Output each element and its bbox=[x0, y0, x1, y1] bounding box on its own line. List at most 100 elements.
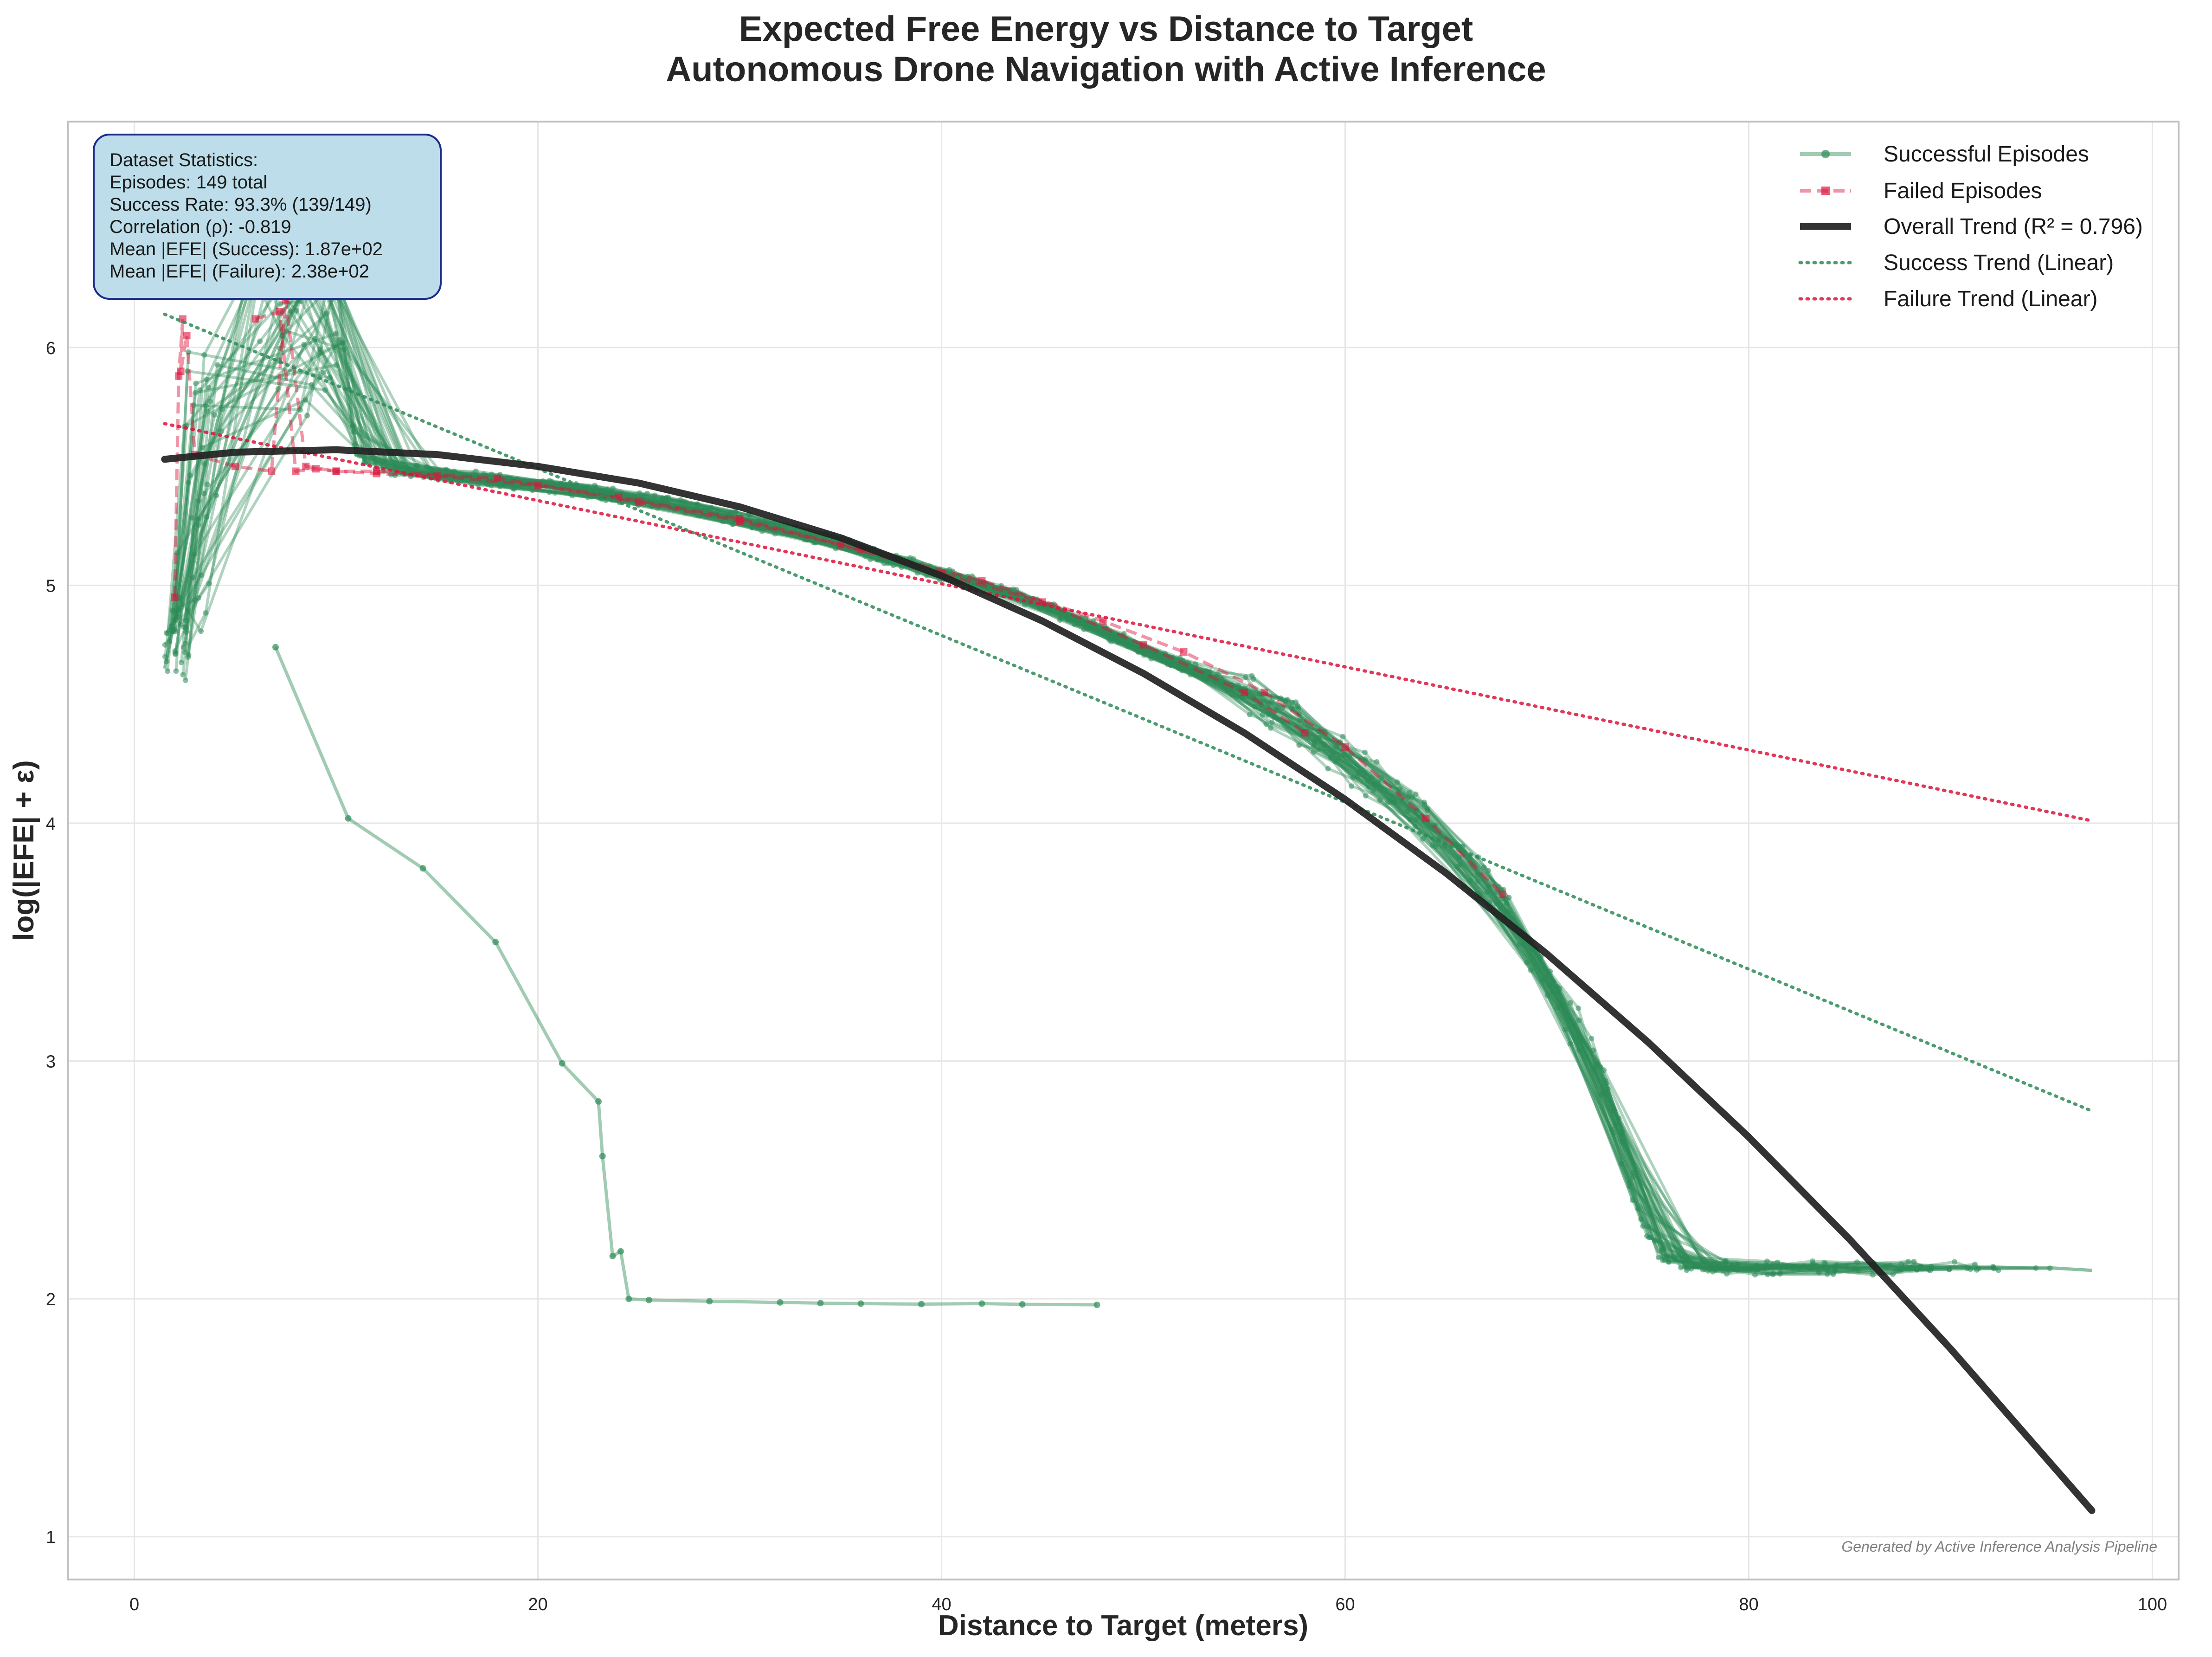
successful-episode-point bbox=[1528, 967, 1534, 973]
successful-episode-point bbox=[761, 518, 767, 524]
successful-episode-point bbox=[1108, 638, 1114, 645]
successful-episode-point bbox=[1278, 695, 1284, 701]
successful-episode-point bbox=[207, 399, 213, 404]
successful-episode-point bbox=[1311, 749, 1317, 755]
successful-episode-point bbox=[1269, 719, 1275, 725]
successful-episode-point bbox=[655, 505, 660, 511]
successful-episode-point bbox=[1656, 1255, 1662, 1261]
legend-marker-failed bbox=[1821, 187, 1830, 195]
success-trend-line bbox=[163, 312, 2094, 1113]
successful-episode-point bbox=[1252, 703, 1258, 709]
successful-episode-point bbox=[485, 482, 491, 487]
successful-episode-point bbox=[1346, 753, 1352, 759]
successful-episode-line bbox=[182, 287, 1914, 1276]
successful-episode-point bbox=[1824, 1271, 1830, 1277]
successful-episode-point bbox=[1952, 1259, 1957, 1265]
successful-episode-point bbox=[588, 494, 594, 500]
successful-episode-point bbox=[204, 376, 210, 382]
successful-episode-point bbox=[875, 556, 881, 562]
successful-outlier-point bbox=[419, 865, 426, 872]
failed-episode-point bbox=[1099, 617, 1107, 625]
successful-episode-point bbox=[1575, 1005, 1582, 1011]
successful-outlier-point bbox=[625, 1296, 632, 1302]
successful-episode-point bbox=[1392, 798, 1398, 804]
successful-episode-point bbox=[1377, 797, 1383, 803]
successful-episode-point bbox=[1775, 1259, 1781, 1265]
successful-episode-point bbox=[1770, 1262, 1775, 1268]
successful-episode-point bbox=[1239, 695, 1245, 701]
successful-episode-point bbox=[458, 478, 464, 484]
successful-episode-point bbox=[1611, 1130, 1617, 1136]
legend-label-failed: Failed Episodes bbox=[1884, 179, 2042, 203]
failed-episode-point bbox=[1422, 814, 1430, 822]
successful-episode-point bbox=[1185, 660, 1191, 666]
successful-episode-point bbox=[436, 467, 442, 473]
successful-outlier-point bbox=[345, 815, 352, 822]
successful-episode-point bbox=[1090, 618, 1096, 624]
successful-episode-point bbox=[1394, 779, 1400, 785]
successful-episode-point bbox=[1683, 1257, 1689, 1263]
successful-episode-point bbox=[1179, 668, 1185, 674]
stats-line-mean-success: Mean |EFE| (Success): 1.87e+02 bbox=[109, 239, 383, 259]
successful-episode-point bbox=[862, 553, 868, 559]
successful-episode-point bbox=[1269, 697, 1275, 703]
successful-episode-point bbox=[649, 503, 655, 509]
successful-episode-point bbox=[1058, 615, 1064, 621]
successful-episode-point bbox=[1362, 756, 1368, 762]
successful-episode-point bbox=[1616, 1115, 1622, 1122]
successful-episode-point bbox=[1764, 1271, 1770, 1277]
legend-marker-successful bbox=[1821, 150, 1830, 158]
successful-episode-point bbox=[704, 513, 710, 519]
successful-episode-point bbox=[1335, 740, 1341, 746]
successful-episode-point bbox=[1890, 1271, 1896, 1277]
successful-episode-point bbox=[1619, 1161, 1625, 1167]
successful-episode-point bbox=[1268, 725, 1273, 731]
axis-ticks: 0 20 40 60 80 100 1 2 3 4 5 6 bbox=[46, 339, 2167, 1614]
successful-episode-point bbox=[1764, 1258, 1770, 1264]
successful-outlier-point bbox=[599, 1153, 606, 1160]
successful-episode-point bbox=[187, 472, 193, 478]
successful-episode-point bbox=[201, 352, 207, 358]
x-tick-label: 60 bbox=[1335, 1595, 1355, 1614]
successful-episode-point bbox=[1810, 1258, 1816, 1264]
successful-episode-point bbox=[1229, 692, 1235, 698]
successful-episode-point bbox=[1504, 901, 1510, 907]
successful-episode-point bbox=[1659, 1257, 1665, 1263]
successful-episode-point bbox=[1550, 979, 1556, 985]
x-tick-label: 0 bbox=[129, 1595, 139, 1614]
successful-episode-point bbox=[195, 516, 201, 522]
successful-episode-point bbox=[1280, 705, 1286, 711]
successful-episode-point bbox=[1260, 712, 1266, 718]
successful-episode-point bbox=[1577, 1037, 1583, 1043]
successful-episode-point bbox=[322, 387, 328, 393]
plot-frame bbox=[67, 121, 2180, 1580]
successful-episode-point bbox=[324, 310, 329, 316]
successful-episode-point bbox=[581, 492, 587, 498]
failed-episode-point bbox=[837, 541, 844, 549]
successful-episode-point bbox=[181, 624, 187, 630]
successful-episode-point bbox=[204, 408, 210, 414]
successful-episode-point bbox=[772, 531, 778, 537]
successful-outlier-point bbox=[492, 939, 499, 946]
successful-episode-point bbox=[1349, 783, 1355, 789]
successful-episode-point bbox=[965, 574, 971, 580]
successful-episode-point bbox=[1328, 755, 1334, 761]
successful-episode-point bbox=[214, 362, 220, 368]
successful-episode-point bbox=[277, 345, 283, 351]
successful-episode-point bbox=[201, 490, 207, 496]
successful-episode-point bbox=[173, 668, 179, 674]
successful-episode-point bbox=[1521, 943, 1527, 949]
failed-episode-point bbox=[1241, 689, 1248, 696]
successful-episode-point bbox=[1898, 1261, 1904, 1267]
successful-episode-point bbox=[1134, 648, 1140, 654]
failed-episode-point bbox=[534, 482, 542, 490]
successful-episode-point bbox=[1141, 652, 1147, 658]
successful-episode-point bbox=[1363, 793, 1369, 799]
successful-episode-point bbox=[502, 482, 508, 488]
successful-episode-point bbox=[275, 386, 281, 392]
successful-episode-point bbox=[183, 618, 189, 624]
successful-episode-point bbox=[180, 645, 186, 651]
successful-episode-point bbox=[610, 485, 616, 491]
failed-episode-point bbox=[433, 472, 441, 480]
successful-episode-point bbox=[185, 654, 191, 660]
